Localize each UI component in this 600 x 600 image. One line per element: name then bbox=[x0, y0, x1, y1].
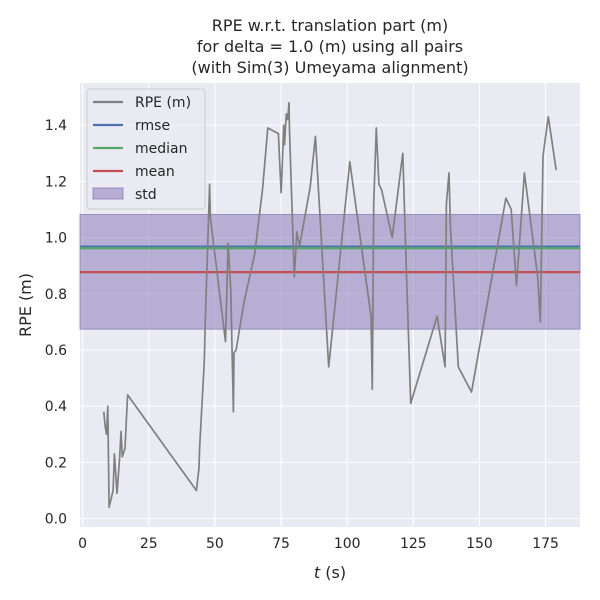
legend-std-label: std bbox=[135, 187, 157, 203]
legend-rmse-label: rmse bbox=[135, 118, 170, 134]
legend-mean-label: mean bbox=[135, 164, 175, 180]
x-tick-label: 175 bbox=[532, 536, 559, 552]
y-tick-label: 0.4 bbox=[45, 399, 67, 415]
x-axis-label-var: t bbox=[314, 563, 321, 582]
x-axis-label-unit: (s) bbox=[320, 563, 346, 582]
x-tick-labels: 0 25 50 75 100 125 150 175 bbox=[78, 536, 559, 552]
legend-std-swatch bbox=[92, 187, 124, 200]
y-tick-label: 0.8 bbox=[45, 287, 67, 303]
rpe-line bbox=[102, 101, 558, 509]
y-tick-label: 1.0 bbox=[45, 231, 67, 247]
rpe-series-layer bbox=[102, 101, 558, 509]
y-tick-label: 1.2 bbox=[45, 174, 67, 190]
x-tick-label: 100 bbox=[334, 536, 361, 552]
y-tick-label: 1.4 bbox=[45, 118, 67, 134]
y-tick-labels: 0.0 0.2 0.4 0.6 0.8 1.0 1.2 1.4 bbox=[45, 118, 67, 527]
x-tick-label: 75 bbox=[272, 536, 290, 552]
y-tick-label: 0.6 bbox=[45, 343, 67, 359]
x-tick-label: 150 bbox=[466, 536, 493, 552]
legend-items: RPE (m) rmse median mean std bbox=[92, 95, 191, 203]
x-tick-label: 125 bbox=[400, 536, 427, 552]
y-tick-label: 0.2 bbox=[45, 455, 67, 471]
legend-rpe-label: RPE (m) bbox=[135, 95, 191, 111]
title-line-2: for delta = 1.0 (m) using all pairs bbox=[197, 37, 463, 56]
x-tick-label: 0 bbox=[78, 536, 87, 552]
x-tick-label: 25 bbox=[140, 536, 158, 552]
x-axis-label: t (s) bbox=[314, 563, 346, 582]
chart-title: RPE w.r.t. translation part (m) for delt… bbox=[191, 16, 468, 77]
title-line-3: (with Sim(3) Umeyama alignment) bbox=[191, 58, 468, 77]
title-line-1: RPE w.r.t. translation part (m) bbox=[212, 16, 448, 35]
x-tick-label: 50 bbox=[206, 536, 224, 552]
y-axis-label: RPE (m) bbox=[16, 273, 35, 337]
legend: RPE (m) rmse median mean std bbox=[86, 88, 206, 210]
legend-median-label: median bbox=[135, 141, 187, 157]
y-tick-label: 0.0 bbox=[45, 512, 67, 528]
legend-box bbox=[86, 88, 206, 210]
